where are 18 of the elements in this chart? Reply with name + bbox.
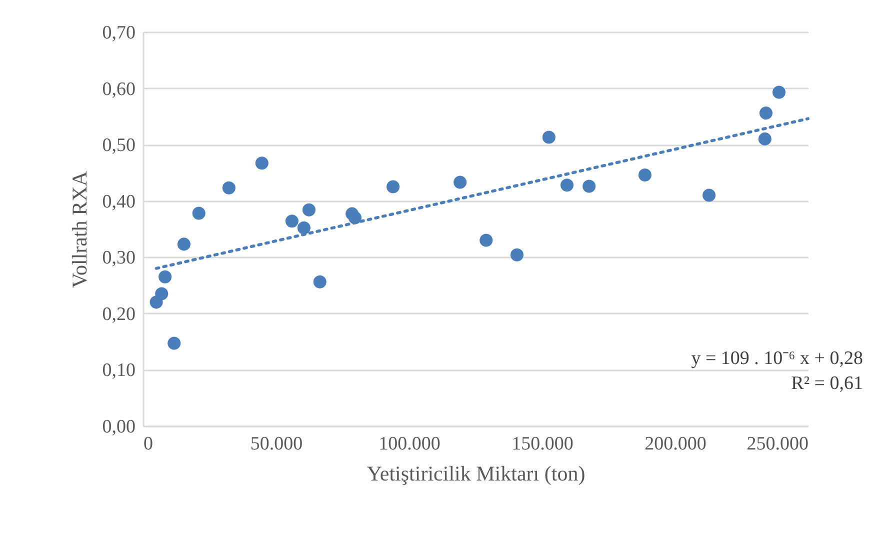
annotation: R² = 0,61 [791, 373, 863, 394]
y-tick-label: 0,60 [102, 78, 136, 100]
x-tick-label: 100.000 [378, 434, 440, 454]
x-tick-label: 50.000 [250, 434, 303, 454]
x-tick-label: 150.000 [512, 434, 574, 454]
x-tick-label: 250.000 [746, 434, 808, 454]
y-tick-label: 0,70 [102, 22, 136, 44]
y-tick-label: 0,00 [102, 416, 136, 438]
x-tick-label: 0 [144, 434, 153, 454]
y-tick-label: 0,20 [102, 304, 136, 325]
annotation: y = 109 . 10⁻⁶ x + 0,28 [691, 348, 863, 369]
x-tick-label: 200.000 [644, 434, 706, 454]
y-tick-label: 0,30 [102, 248, 136, 269]
y-tick-label: 0,40 [102, 191, 136, 212]
y-tick-label: 0,10 [102, 360, 136, 382]
x-axis-title: Yetiştiricilik Miktarı (ton) [366, 462, 586, 486]
y-tick-label: 0,50 [102, 135, 136, 156]
y-axis-title: Vollrath RXA [67, 170, 92, 288]
